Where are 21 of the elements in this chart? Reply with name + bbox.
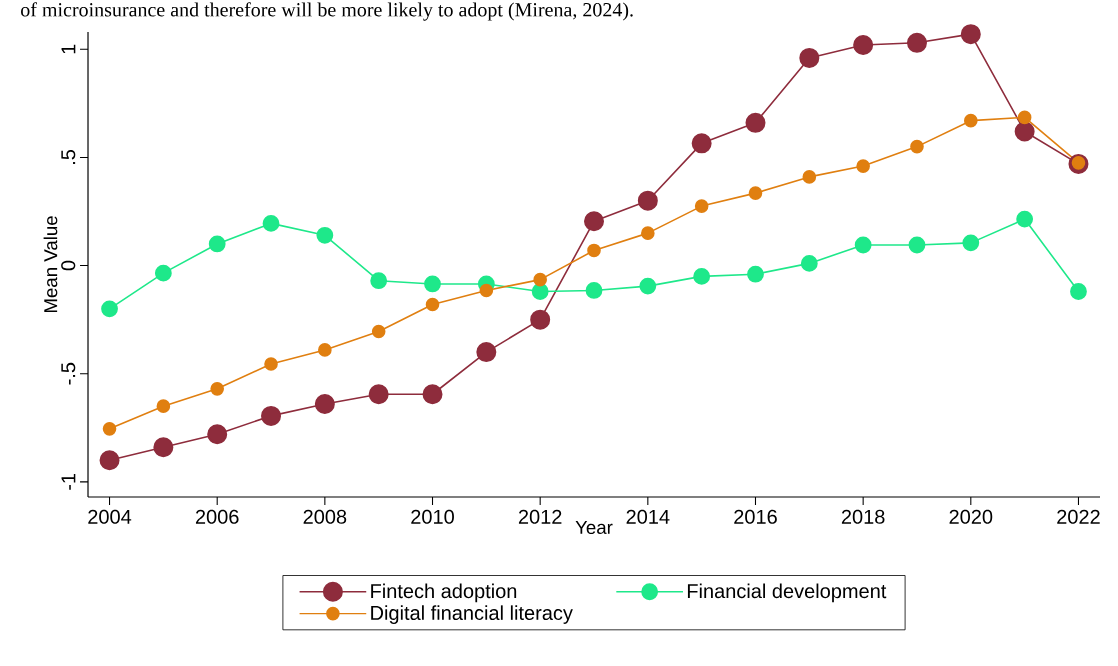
x-tick-label: 2016 <box>734 509 777 524</box>
x-tick-label: 2014 <box>626 509 670 524</box>
text: of microinsurance and therefore will be more likely to adopt (Mirena, 2024). <box>21 2 633 21</box>
x-axis-title: Year <box>575 521 613 535</box>
x-tick-label: 2010 <box>411 509 454 524</box>
y-tick-label: 1 <box>61 44 76 54</box>
x-tick-label: 2006 <box>195 509 239 524</box>
x-tick-label: 2022 <box>1057 509 1100 524</box>
x-tick-label: 2018 <box>841 509 885 524</box>
y-axis-title: Mean Value <box>43 216 58 313</box>
y-tick-label: -1 <box>61 473 76 490</box>
x-tick-label: 2020 <box>949 509 993 524</box>
x-tick-label: 2004 <box>88 509 132 524</box>
y-tick-label: 0 <box>61 260 76 271</box>
x-tick-label: 2008 <box>303 509 347 524</box>
legend-label: Financial development <box>687 583 887 603</box>
x-tick-label: 2012 <box>518 509 562 524</box>
legend-label: Digital financial literacy <box>371 605 573 624</box>
y-tick-label: -.5 <box>61 362 76 385</box>
y-tick-label: .5 <box>61 149 76 164</box>
legend-label: Fintech adoption <box>371 583 517 603</box>
